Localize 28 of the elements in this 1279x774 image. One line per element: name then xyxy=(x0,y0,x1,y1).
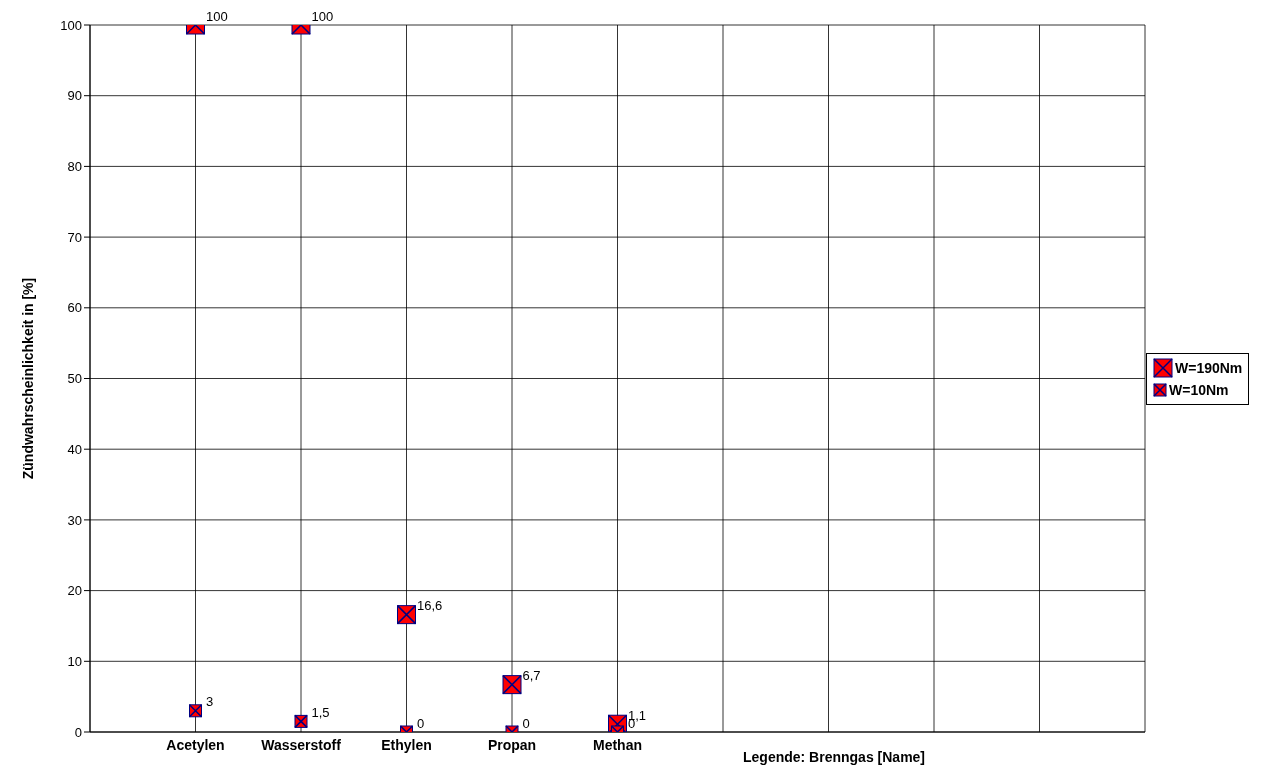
data-label: 100 xyxy=(311,8,334,24)
data-label: 0 xyxy=(417,715,425,731)
x-tick-label: Acetylen xyxy=(166,736,225,753)
x-tick-label: Ethylen xyxy=(381,736,432,753)
data-label: 1,5 xyxy=(311,705,330,721)
x-tick-label: Propan xyxy=(487,736,537,753)
x-tick-label: Wasserstoff xyxy=(261,736,342,753)
y-tick-label: 70 xyxy=(67,229,82,245)
data-label: 6,7 xyxy=(522,668,541,684)
x-axis-title: Legende: Brenngas [Name] xyxy=(743,749,926,765)
y-tick-label: 90 xyxy=(67,88,82,104)
legend-label: W=10Nm xyxy=(1169,382,1229,398)
y-tick-label: 50 xyxy=(67,371,82,387)
y-tick-label: 0 xyxy=(74,724,82,740)
data-label: 100 xyxy=(206,8,228,24)
y-tick-label: 60 xyxy=(67,300,82,316)
x-tick-label: Methan xyxy=(593,736,642,753)
y-tick-label: 20 xyxy=(67,583,82,599)
y-tick-label: 40 xyxy=(67,441,82,457)
data-label: 3 xyxy=(206,694,214,710)
data-label: 16,6 xyxy=(417,598,443,614)
y-tick-label: 30 xyxy=(67,512,82,528)
y-tick-label: 100 xyxy=(60,17,82,33)
legend-label: W=190Nm xyxy=(1175,360,1243,376)
y-tick-label: 80 xyxy=(67,159,82,175)
y-axis-title: Zündwahrscheinlichkeit in [%] xyxy=(19,277,36,480)
data-label: 0 xyxy=(522,715,530,731)
y-tick-label: 10 xyxy=(67,653,82,669)
